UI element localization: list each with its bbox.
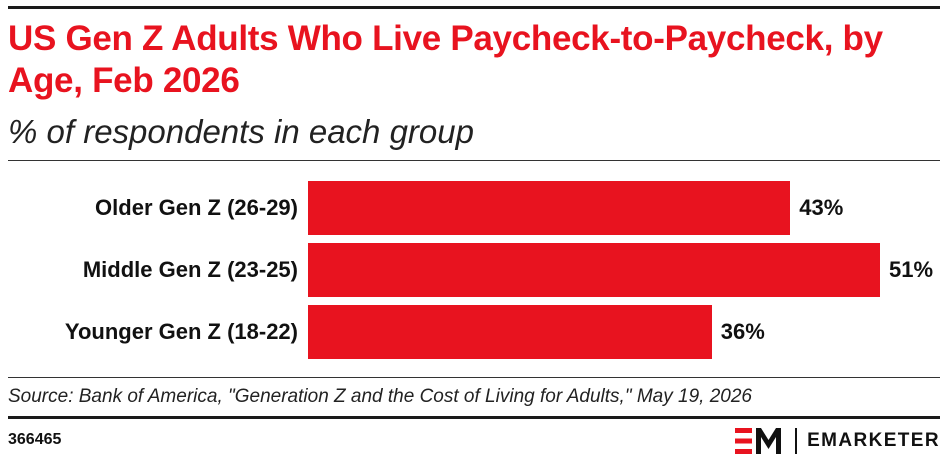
brand-name: EMARKETER: [807, 430, 940, 451]
value-label: 51%: [889, 257, 934, 282]
em-logo-icon: [735, 428, 782, 454]
value-label: 36%: [720, 319, 765, 344]
chart-subtitle: % of respondents in each group: [8, 113, 474, 150]
bar: [308, 243, 880, 297]
chart-id: 366465: [8, 431, 62, 448]
source-note: Source: Bank of America, "Generation Z a…: [8, 386, 752, 407]
category-label: Older Gen Z (26-29): [95, 195, 298, 220]
bar: [308, 305, 712, 359]
source-divider: [8, 377, 940, 378]
header-divider: [8, 160, 940, 161]
value-label: 43%: [799, 195, 844, 220]
brand-logo: EMARKETER: [735, 425, 940, 457]
bar: [308, 181, 791, 235]
top-rule: [8, 6, 940, 9]
category-label: Middle Gen Z (23-25): [82, 257, 298, 282]
chart-title: US Gen Z Adults Who Live Paycheck-to-Pay…: [8, 19, 883, 100]
category-label: Younger Gen Z (18-22): [64, 319, 298, 344]
footer-rule: [8, 416, 940, 419]
brand-separator: [795, 428, 798, 454]
bar-chart: Older Gen Z (26-29) 43% Middle Gen Z (23-2…: [0, 165, 948, 375]
